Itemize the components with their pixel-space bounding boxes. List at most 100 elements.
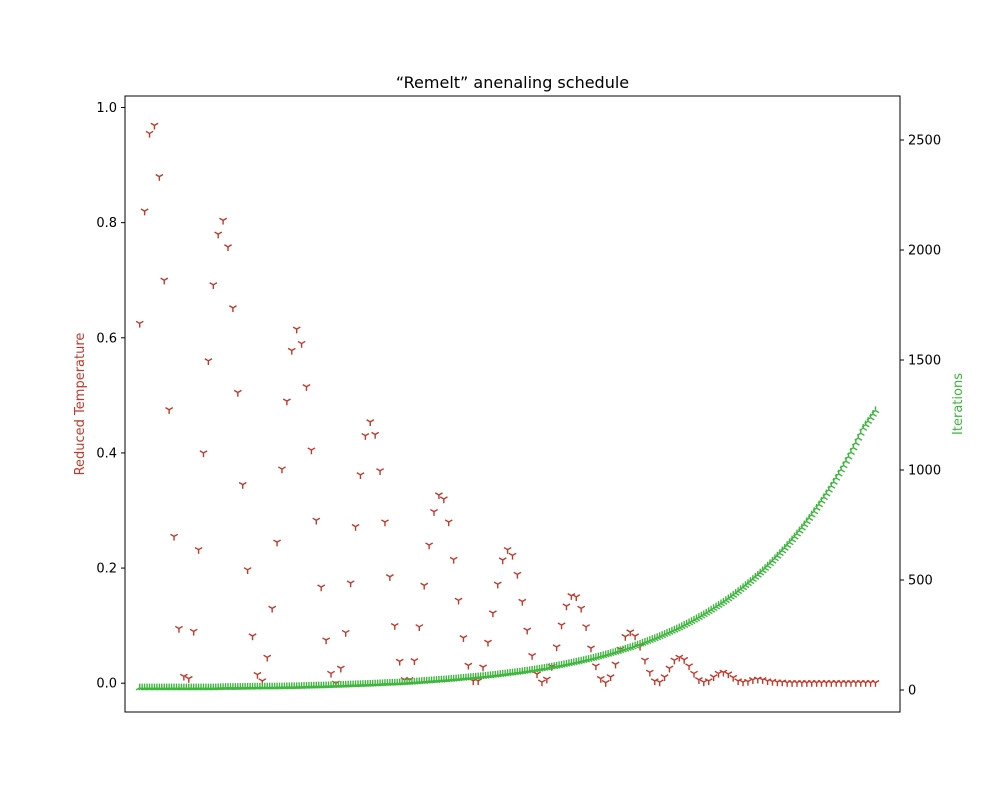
right-tick-label: 2000 [908, 244, 941, 259]
temperature-point [160, 277, 169, 285]
temperature-point [685, 663, 694, 671]
temperature-point [523, 627, 532, 635]
left-tick-label: 0.0 [96, 677, 117, 692]
temperature-point [204, 358, 213, 366]
temperature-point [449, 556, 458, 564]
temperature-point [680, 656, 689, 664]
right-tick-label: 1500 [908, 354, 941, 369]
temperature-point [366, 419, 375, 427]
temperature-point [224, 244, 232, 252]
temperature-point [273, 539, 282, 547]
temperature-point [317, 584, 326, 592]
temperature-point [871, 679, 880, 687]
temperature-point [596, 675, 605, 683]
temperature-point [253, 671, 262, 679]
temperature-point [434, 492, 443, 500]
iterations-series [135, 406, 880, 691]
temperature-point [351, 523, 360, 531]
y-axis-label-right: Iterations [951, 373, 966, 435]
temperature-point [518, 598, 527, 606]
temperature-point [376, 468, 385, 475]
temperature-point [601, 679, 610, 687]
temperature-point [483, 639, 492, 647]
left-tick-label: 0.2 [96, 562, 117, 577]
temperature-point [297, 340, 306, 348]
temperature-point [655, 679, 664, 687]
temperature-series [135, 122, 880, 688]
temperature-point [665, 665, 674, 673]
chart-title: “Remelt” anenaling schedule [396, 73, 629, 92]
temperature-point [430, 508, 439, 516]
temperature-point [233, 389, 242, 397]
temperature-point [385, 574, 394, 581]
temperature-point [307, 447, 316, 455]
temperature-point [356, 472, 365, 480]
temperature-point [341, 629, 350, 637]
temperature-point [626, 629, 635, 637]
temperature-point [380, 519, 389, 527]
left-tick-label: 0.8 [96, 216, 117, 231]
temperature-point [444, 519, 453, 527]
temperature-point [606, 674, 615, 682]
temperature-point [228, 305, 237, 313]
temperature-point [214, 231, 223, 239]
temperature-point [631, 633, 640, 641]
temperature-point [268, 605, 277, 613]
temperature-point [145, 130, 154, 138]
temperature-point [542, 676, 551, 684]
temperature-point [170, 533, 179, 541]
temperature-point [312, 517, 321, 525]
left-tick-label: 0.6 [96, 331, 117, 346]
temperature-point [562, 603, 571, 611]
temperature-point [322, 637, 331, 645]
temperature-point [513, 571, 522, 579]
temperature-point [219, 217, 228, 225]
temperature-point [248, 633, 257, 641]
temperature-point [135, 320, 144, 328]
temperature-point [179, 673, 188, 681]
temperature-point [292, 326, 301, 334]
temperature-point [209, 282, 218, 290]
temperature-point [724, 671, 733, 679]
temperature-point [282, 398, 291, 406]
temperature-point [189, 628, 198, 636]
temperature-point [238, 481, 247, 489]
left-tick-label: 1.0 [96, 101, 117, 116]
temperature-point [533, 671, 542, 679]
temperature-point [155, 173, 164, 181]
temperature-point [586, 645, 595, 653]
temperature-point [327, 670, 335, 678]
temperature-point [537, 679, 546, 687]
temperature-point [174, 625, 183, 633]
temperature-point [572, 594, 581, 602]
right-tick-label: 500 [908, 574, 933, 589]
temperature-point [410, 658, 419, 665]
right-tick-label: 1000 [908, 464, 941, 479]
temperature-point [150, 122, 159, 130]
temperature-point [488, 610, 497, 618]
temperature-point [640, 657, 649, 665]
iterations-point [871, 406, 880, 414]
temperature-point [498, 557, 507, 565]
temperature-point [508, 552, 517, 560]
temperature-point [199, 450, 208, 458]
temperature-point [704, 678, 713, 686]
temperature-point [670, 657, 679, 665]
temperature-point [621, 633, 630, 641]
left-tick-label: 0.4 [96, 446, 117, 461]
temperature-point [390, 622, 399, 630]
temperature-point [729, 674, 738, 682]
temperature-point [611, 661, 620, 669]
temperature-point [690, 670, 698, 678]
temperature-point [346, 580, 355, 588]
temperature-point [263, 654, 272, 662]
temperature-point [528, 652, 537, 660]
temperature-point [552, 644, 561, 652]
temperature-point [660, 674, 669, 682]
temperature-point [302, 384, 311, 391]
temperature-point [243, 567, 252, 575]
temperature-point [454, 597, 463, 605]
temperature-point [577, 605, 586, 613]
left-axis-ticks: 0.0 0.2 0.4 0.6 0.8 1.0 [96, 101, 125, 692]
